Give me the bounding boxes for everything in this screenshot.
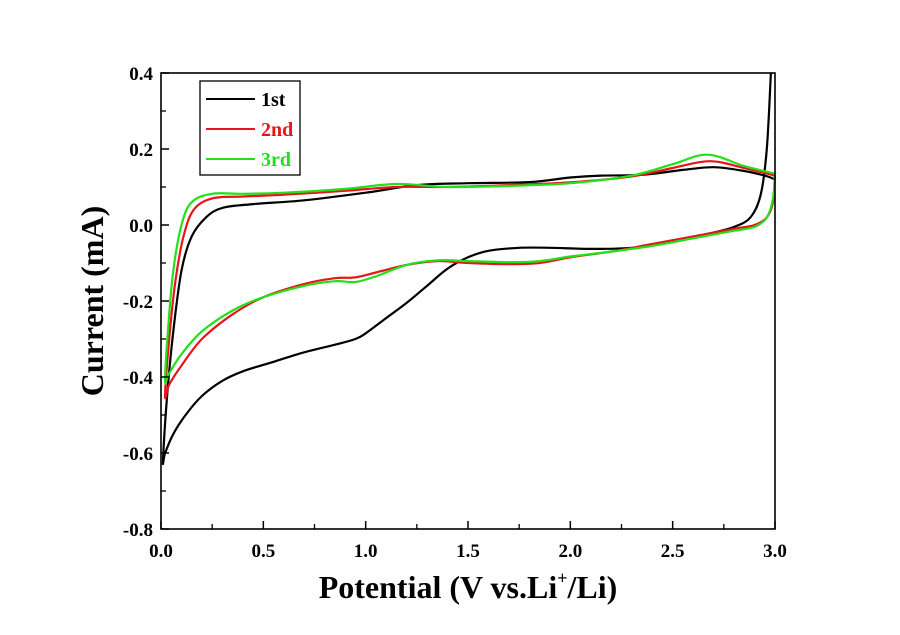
x-axis-title-main: Potential (V vs.Li xyxy=(319,569,558,605)
x-tick-label: 1.5 xyxy=(456,541,480,562)
series-line-3rd xyxy=(163,153,777,385)
x-tick-label: 2.0 xyxy=(558,541,582,562)
ticks-layer: 0.0 0.5 1.0 1.5 2.0 2.5 3.0 0.4 0.2 0.0 -0.2 -0.4 -0… xyxy=(123,64,787,562)
legend-label-1st: 1st xyxy=(261,89,286,111)
y-tick-label: -0.4 xyxy=(123,368,154,389)
x-tick-label: 3.0 xyxy=(763,541,787,562)
y-tick-label: 0.0 xyxy=(129,216,153,237)
x-tick-label: 0.5 xyxy=(251,541,275,562)
legend: 1st 2nd 3rd xyxy=(199,80,301,176)
legend-label-2nd: 2nd xyxy=(261,119,293,141)
y-tick-label: -0.8 xyxy=(123,520,153,541)
x-axis-title-sup: + xyxy=(557,568,567,588)
curves-layer xyxy=(161,72,777,466)
y-axis-title: Current (mA) xyxy=(74,206,110,396)
series-line-2nd xyxy=(164,160,777,400)
x-axis-title-tail: /Li) xyxy=(567,569,618,605)
y-tick-label: 0.4 xyxy=(129,64,153,85)
y-tick-label: -0.2 xyxy=(123,292,153,313)
series-line-1st xyxy=(161,72,776,466)
y-tick-label: -0.6 xyxy=(123,444,153,465)
x-tick-label: 0.0 xyxy=(149,541,173,562)
x-tick-label: 2.5 xyxy=(661,541,685,562)
x-axis-title: Potential (V vs.Li+/Li) xyxy=(319,568,618,605)
y-tick-label: 0.2 xyxy=(129,140,153,161)
x-tick-label: 1.0 xyxy=(354,541,378,562)
legend-label-3rd: 3rd xyxy=(261,149,291,171)
